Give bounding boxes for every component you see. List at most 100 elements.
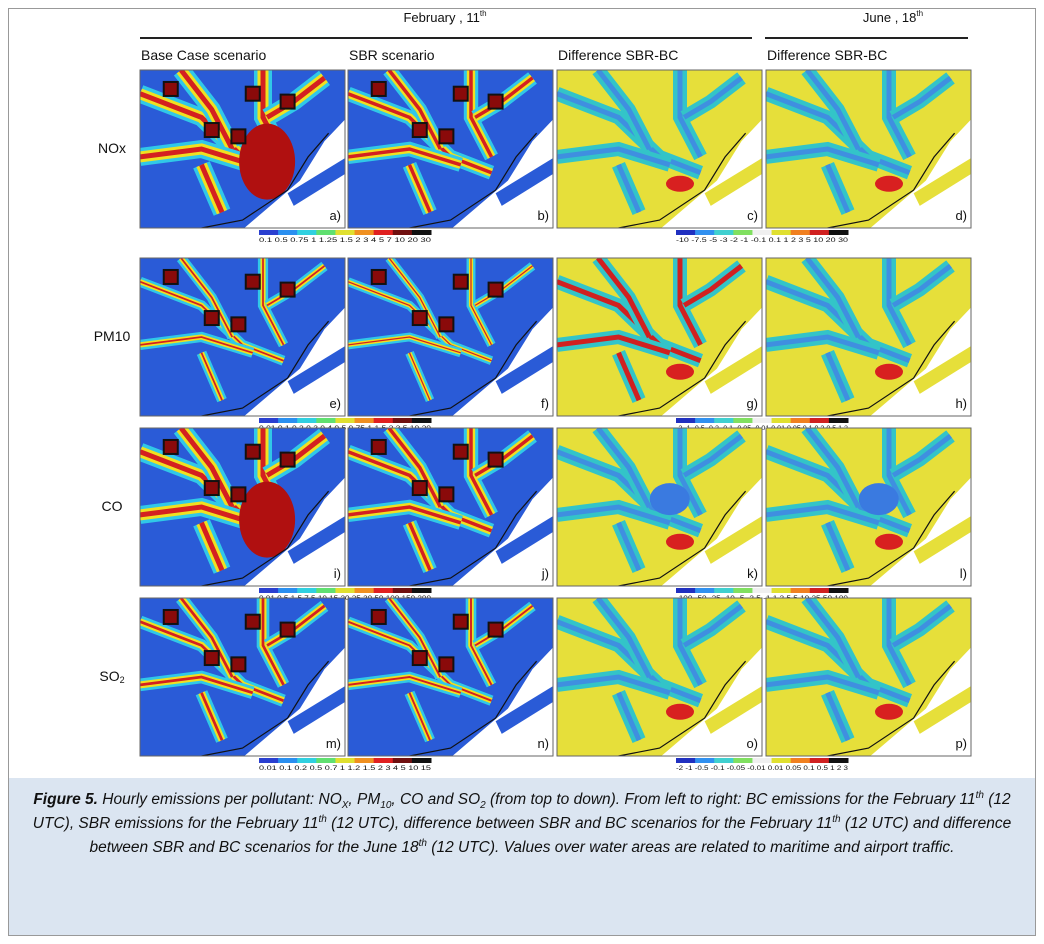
coastline [618, 132, 747, 228]
map [348, 258, 553, 416]
colorbar-labels: 0.01 0.1 0.2 0.5 0.7 1 1.2 1.5 2 3 4 5 1… [259, 765, 432, 772]
source [487, 281, 504, 298]
map-panel: l) [765, 427, 972, 587]
colorbar-cell [278, 418, 298, 423]
colorbar-cell [714, 758, 734, 763]
source [203, 122, 220, 139]
map [766, 428, 971, 586]
coastline [201, 320, 330, 416]
source [487, 621, 504, 638]
panel-label: k) [747, 566, 758, 581]
panel-border [556, 597, 763, 757]
road [200, 692, 224, 741]
panel-label: l) [960, 566, 967, 581]
map [557, 258, 762, 416]
road [616, 163, 642, 214]
colorbar-cell [411, 230, 432, 235]
panel-border [765, 427, 972, 587]
sea-strip [704, 346, 762, 394]
map-panel: i) [139, 427, 346, 587]
map [140, 258, 345, 416]
colorbar-cell [695, 230, 715, 235]
panel-label: p) [955, 736, 967, 751]
coastline [409, 132, 538, 228]
road [805, 598, 861, 679]
source [487, 451, 504, 468]
colorbar-cell [676, 758, 696, 763]
panel-label: b) [537, 208, 549, 223]
colorbar-cell [278, 230, 298, 235]
source [162, 268, 179, 285]
source [411, 310, 428, 327]
colorbar-cell [392, 758, 413, 763]
sea-strip [495, 516, 553, 564]
colorbar-cell [809, 588, 830, 593]
road [348, 676, 462, 694]
colorbar-cell [316, 588, 336, 593]
colorbar-cell [790, 418, 811, 423]
sea-strip [287, 346, 345, 394]
row-label-text: NOx [98, 140, 126, 156]
source [452, 613, 469, 630]
road [557, 146, 671, 168]
source [279, 621, 296, 638]
panel-border [765, 69, 972, 229]
header-sup: th [480, 9, 487, 18]
road [766, 334, 880, 356]
caption-normal: (12 UTC), difference between SBR and BC … [326, 815, 833, 832]
map-panel: e) [139, 257, 346, 417]
map [557, 428, 762, 586]
colorbar-cell [733, 758, 753, 763]
hotspot [875, 363, 903, 380]
road [805, 428, 861, 509]
colorbar-cell [676, 418, 696, 423]
colorbar-cell [695, 588, 715, 593]
colorbar-cell [316, 230, 336, 235]
colorbar-cell [790, 758, 811, 763]
road [677, 258, 703, 347]
colorbar-cell [828, 758, 849, 763]
road [766, 674, 880, 696]
source [203, 480, 220, 497]
road [825, 351, 851, 402]
row-label-sub: 2 [120, 675, 125, 685]
colorbar-cell [259, 230, 279, 235]
sea-strip [495, 346, 553, 394]
coastline [201, 132, 330, 228]
map [348, 428, 553, 586]
colorbar-labels: -10 -7.5 -5 -3 -2 -1 -0.1 0.1 1 2 3 5 10… [676, 237, 849, 244]
source [487, 93, 504, 110]
source [438, 128, 455, 145]
colorbar-cell [828, 418, 849, 423]
colorbar-cell [411, 588, 432, 593]
road [616, 521, 642, 572]
road [262, 258, 285, 346]
panel-border [765, 597, 972, 757]
header-title: February , 11th [403, 9, 486, 25]
panel-label: d) [955, 208, 967, 223]
source [438, 316, 455, 333]
colorbar-cell [828, 588, 849, 593]
road [805, 258, 861, 339]
colorbar-cell [373, 418, 394, 423]
colorbar-cell [392, 418, 413, 423]
colorbar-cell [392, 230, 413, 235]
source [438, 656, 455, 673]
hotspot [239, 123, 296, 200]
road [348, 505, 462, 525]
road [140, 336, 254, 354]
source [411, 480, 428, 497]
coastline [201, 660, 330, 756]
colorbar-cell [411, 418, 432, 423]
coastline [618, 320, 747, 416]
header-title: June , 18th [863, 9, 923, 25]
colorbar-cell [771, 230, 792, 235]
colorbar-cell [676, 588, 696, 593]
panel-label: m) [326, 736, 341, 751]
colorbar-cell [297, 230, 317, 235]
colorbar-cell [714, 418, 734, 423]
panel-label: e) [329, 396, 341, 411]
colorbar-cell [278, 758, 298, 763]
road [616, 351, 642, 402]
map [348, 598, 553, 756]
